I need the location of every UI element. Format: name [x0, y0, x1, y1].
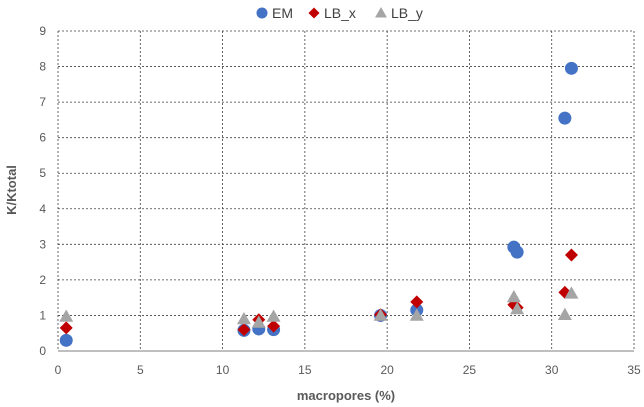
point-em	[59, 333, 73, 347]
legend-item-lb-y: LB_y	[375, 5, 423, 21]
point-lb-y	[506, 289, 521, 303]
legend-item-em: EM	[256, 5, 293, 21]
y-tick-label: 5	[39, 166, 46, 180]
point-lb-y	[266, 309, 281, 322]
x-tick-label: 0	[55, 363, 62, 377]
point-lb-y	[564, 286, 579, 299]
y-tick-label: 4	[39, 202, 46, 216]
point-lb-y	[409, 308, 424, 321]
x-tick-label: 20	[380, 363, 394, 377]
y-tick-label: 2	[39, 273, 46, 287]
legend-label-lb-y: LB_y	[391, 5, 423, 21]
x-tick-label: 5	[137, 363, 144, 377]
series-lb-y	[59, 286, 579, 328]
x-tick-labels: 0 5 10 15 20 25 30 35	[55, 363, 641, 377]
axes	[57, 31, 634, 352]
y-tick-labels: 0 1 2 3 4 5 6 7 8 9	[39, 24, 46, 358]
point-em	[510, 245, 524, 259]
y-tick-label: 0	[39, 344, 46, 358]
point-lb-y	[557, 307, 572, 320]
x-tick-label: 10	[216, 363, 230, 377]
legend: EM LB_x LB_y	[256, 5, 423, 21]
grid-lines	[58, 30, 635, 351]
legend-label-em: EM	[272, 5, 293, 21]
y-tick-label: 7	[39, 95, 46, 109]
point-lb-y	[373, 308, 388, 321]
point-em	[558, 111, 572, 125]
legend-item-lb-x: LB_x	[308, 5, 356, 21]
x-axis-title: macropores (%)	[297, 388, 395, 403]
x-tick-label: 30	[545, 363, 559, 377]
point-lb-x	[237, 323, 251, 337]
legend-marker-lb-y	[375, 7, 387, 18]
y-axis-title: K/Ktotal	[4, 165, 19, 215]
point-lb-y	[236, 312, 251, 325]
point-lb-x	[59, 321, 73, 335]
point-em	[564, 61, 578, 75]
x-tick-label: 15	[298, 363, 312, 377]
legend-marker-em	[256, 7, 268, 19]
y-tick-label: 8	[39, 60, 46, 74]
x-tick-label: 25	[463, 363, 477, 377]
point-lb-y	[510, 302, 525, 315]
y-tick-label: 1	[39, 308, 46, 322]
data-points	[59, 61, 579, 347]
point-lb-y	[251, 315, 266, 328]
point-lb-x	[564, 248, 578, 262]
x-tick-label: 35	[627, 363, 641, 377]
point-lb-x	[410, 295, 424, 309]
y-tick-label: 6	[39, 131, 46, 145]
legend-marker-lb-x	[308, 7, 320, 19]
y-tick-label: 3	[39, 237, 46, 251]
legend-label-lb-x: LB_x	[324, 5, 356, 21]
point-lb-y	[59, 309, 74, 322]
y-tick-label: 9	[39, 24, 46, 38]
point-lb-x	[267, 319, 281, 333]
